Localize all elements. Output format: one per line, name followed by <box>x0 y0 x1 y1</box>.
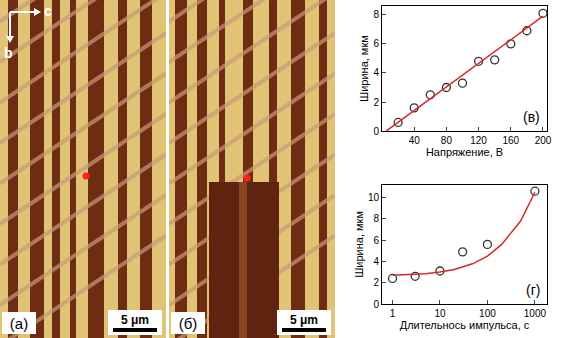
svg-text:1: 1 <box>390 308 396 319</box>
svg-text:100: 100 <box>479 308 496 319</box>
svg-text:4: 4 <box>373 256 379 267</box>
svg-text:2: 2 <box>373 97 379 108</box>
svg-text:0: 0 <box>373 126 379 137</box>
svg-text:5 μm: 5 μm <box>121 313 149 327</box>
svg-text:40: 40 <box>409 135 421 146</box>
svg-text:6: 6 <box>373 38 379 49</box>
svg-text:5 μm: 5 μm <box>290 313 318 327</box>
svg-text:0: 0 <box>373 299 379 310</box>
svg-text:(г): (г) <box>526 282 540 298</box>
svg-text:(в): (в) <box>523 109 540 125</box>
svg-text:120: 120 <box>470 135 487 146</box>
svg-text:4: 4 <box>373 67 379 78</box>
svg-text:(а): (а) <box>10 315 28 332</box>
svg-text:6: 6 <box>373 235 379 246</box>
svg-text:1000: 1000 <box>524 308 547 319</box>
svg-text:200: 200 <box>535 135 552 146</box>
svg-text:Ширина, мкм: Ширина, мкм <box>358 35 370 102</box>
svg-text:Длительнось импульса, с: Длительнось импульса, с <box>400 319 530 331</box>
svg-text:Напряжение, В: Напряжение, В <box>426 146 503 158</box>
svg-text:b: b <box>4 45 13 61</box>
svg-text:80: 80 <box>441 135 453 146</box>
svg-text:10: 10 <box>368 192 380 203</box>
svg-text:(б): (б) <box>179 315 198 332</box>
svg-text:8: 8 <box>373 213 379 224</box>
svg-text:Ширина, мкм: Ширина, мкм <box>353 211 365 278</box>
svg-text:160: 160 <box>502 135 519 146</box>
svg-text:c: c <box>44 3 52 19</box>
svg-text:8: 8 <box>373 9 379 20</box>
svg-text:10: 10 <box>434 308 446 319</box>
svg-text:2: 2 <box>373 277 379 288</box>
